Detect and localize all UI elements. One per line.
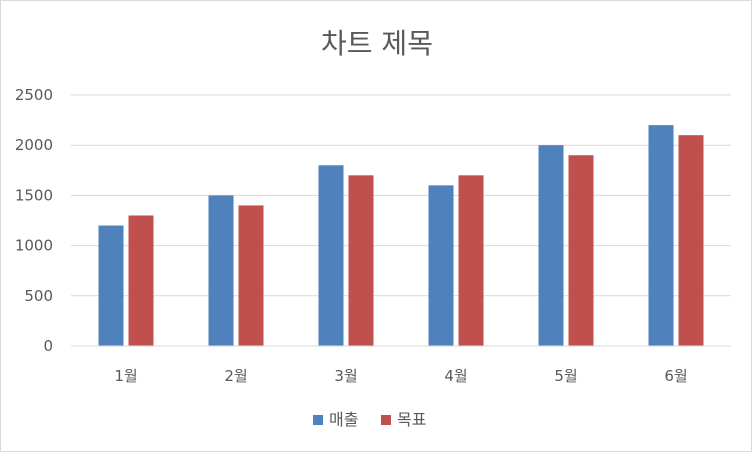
y-tick-label: 1000 — [15, 237, 53, 255]
x-tick-label: 5월 — [554, 367, 577, 385]
legend-swatch-목표 — [381, 415, 391, 425]
y-tick-label: 2000 — [15, 136, 53, 154]
bar-목표-2월[interactable] — [238, 205, 264, 346]
y-tick-label: 1500 — [15, 186, 53, 204]
x-tick-label: 4월 — [444, 367, 467, 385]
bar-매출-1월[interactable] — [98, 225, 124, 346]
bar-목표-1월[interactable] — [128, 215, 154, 346]
x-axis-ticks: 1월 2월 3월 4월 5월 6월 — [114, 367, 687, 385]
bar-목표-6월[interactable] — [678, 135, 704, 346]
y-axis-ticks: 0 500 1000 1500 2000 2500 — [15, 86, 53, 355]
bar-매출-5월[interactable] — [538, 145, 564, 346]
x-tick-label: 2월 — [224, 367, 247, 385]
y-tick-label: 0 — [43, 337, 53, 355]
y-tick-label: 500 — [24, 287, 53, 305]
bar-목표-3월[interactable] — [348, 175, 374, 346]
gridlines — [71, 94, 731, 297]
legend-label[interactable]: 목표 — [397, 410, 426, 429]
bar-매출-4월[interactable] — [428, 185, 454, 346]
legend-swatch-매출 — [313, 415, 323, 425]
legend-label[interactable]: 매출 — [329, 410, 358, 429]
y-tick-label: 2500 — [15, 86, 53, 104]
bar-목표-4월[interactable] — [458, 175, 484, 346]
bar-매출-2월[interactable] — [208, 195, 234, 346]
chart-title[interactable]: 차트 제목 — [321, 27, 433, 60]
bar-목표-5월[interactable] — [568, 155, 594, 346]
legend[interactable]: 매출 목표 — [313, 410, 426, 429]
x-tick-label: 6월 — [664, 367, 687, 385]
bars — [98, 125, 704, 347]
x-tick-label: 3월 — [334, 367, 357, 385]
bar-매출-3월[interactable] — [318, 165, 344, 346]
bar-매출-6월[interactable] — [648, 125, 674, 347]
x-tick-label: 1월 — [114, 367, 137, 385]
